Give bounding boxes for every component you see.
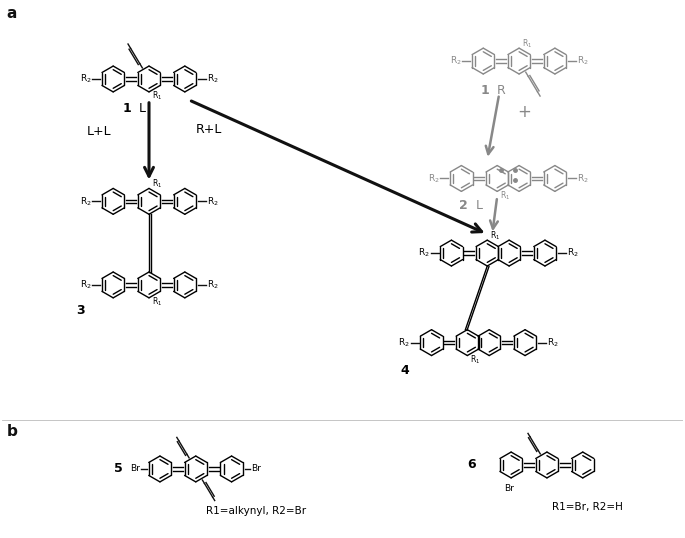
Text: R1=Br, R2=H: R1=Br, R2=H xyxy=(552,502,623,512)
Text: R$_2$: R$_2$ xyxy=(427,172,440,185)
Text: 5: 5 xyxy=(114,463,123,476)
Text: R$_2$: R$_2$ xyxy=(207,73,219,85)
Text: 1: 1 xyxy=(480,84,489,97)
Text: R: R xyxy=(497,84,506,97)
Text: R+L: R+L xyxy=(195,123,222,136)
Text: R$_2$: R$_2$ xyxy=(577,55,588,67)
Text: 1: 1 xyxy=(123,102,131,115)
Text: R$_2$: R$_2$ xyxy=(79,279,91,291)
Text: R$_2$: R$_2$ xyxy=(79,73,91,85)
Text: R$_2$: R$_2$ xyxy=(418,247,429,259)
Text: R$_2$: R$_2$ xyxy=(398,336,410,349)
Text: R$_1$: R$_1$ xyxy=(490,230,501,242)
Text: R$_1$: R$_1$ xyxy=(471,353,481,366)
Text: R$_2$: R$_2$ xyxy=(547,336,559,349)
Text: R$_1$: R$_1$ xyxy=(522,38,532,50)
Text: a: a xyxy=(7,6,17,22)
Text: R$_2$: R$_2$ xyxy=(449,55,462,67)
Text: 3: 3 xyxy=(76,304,84,317)
Text: 6: 6 xyxy=(468,458,476,471)
Text: R$_2$: R$_2$ xyxy=(79,195,91,208)
Text: R$_2$: R$_2$ xyxy=(207,195,219,208)
Text: L: L xyxy=(475,200,482,213)
Text: R$_1$: R$_1$ xyxy=(152,178,162,190)
Text: R$_1$: R$_1$ xyxy=(500,189,510,202)
Text: R$_2$: R$_2$ xyxy=(577,172,588,185)
Text: b: b xyxy=(7,424,18,439)
Text: 2: 2 xyxy=(458,200,467,213)
Text: R$_1$: R$_1$ xyxy=(152,296,162,308)
Text: Br: Br xyxy=(504,484,514,493)
Text: Br: Br xyxy=(130,464,140,473)
Text: R$_2$: R$_2$ xyxy=(566,247,579,259)
Text: R1=alkynyl, R2=Br: R1=alkynyl, R2=Br xyxy=(206,506,306,516)
Text: R$_2$: R$_2$ xyxy=(207,279,219,291)
Text: R$_1$: R$_1$ xyxy=(152,90,162,102)
Text: Br: Br xyxy=(251,464,262,473)
Text: L+L: L+L xyxy=(87,125,112,138)
Text: +: + xyxy=(517,103,531,121)
Text: 4: 4 xyxy=(401,364,410,377)
Text: L: L xyxy=(139,102,146,115)
